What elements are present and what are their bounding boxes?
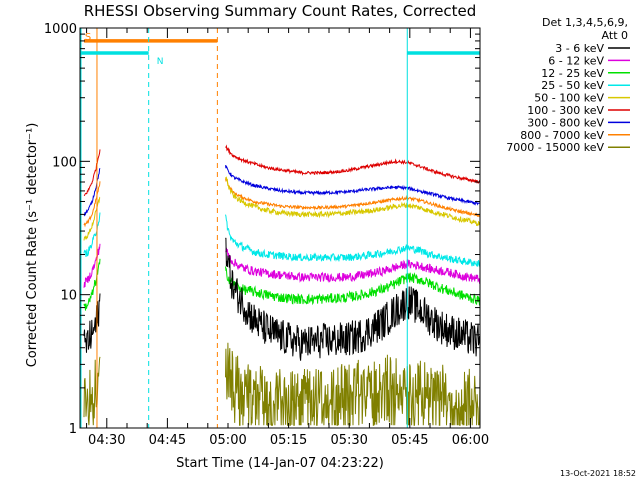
series-line-9-seg-1 — [83, 356, 101, 426]
x-tick-label: 06:00 — [452, 433, 489, 448]
x-axis-label: Start Time (14-Jan-07 04:23:22) — [176, 456, 384, 471]
series-line-5-seg-1 — [83, 196, 101, 241]
legend-label-4: 25 - 50 keV — [541, 79, 604, 92]
x-tick-label: 04:45 — [149, 433, 186, 448]
plot-area: SN — [80, 28, 480, 428]
timestamp: 13-Oct-2021 18:52 — [560, 469, 636, 478]
series-line-5-seg-2 — [225, 176, 480, 227]
plot-frame — [79, 27, 481, 429]
series-line-9-seg-2 — [225, 342, 480, 426]
legend-label-9: 7000 - 15000 keV — [506, 141, 604, 154]
series-line-1-seg-2 — [225, 237, 480, 361]
legend-label-2: 6 - 12 keV — [548, 54, 604, 67]
axes: 1 10 100 1000 04:30 04:45 05:00 05:15 05:30 05:45… — [44, 22, 489, 448]
legend-label-3: 12 - 25 keV — [541, 67, 604, 80]
series-line-6-seg-2 — [225, 144, 480, 184]
series-line-4-seg-2 — [225, 214, 480, 268]
legend-label-6: 100 - 300 keV — [527, 104, 604, 117]
x-tick-label: 05:15 — [270, 433, 307, 448]
legend-header-line-1: Det 1,3,4,5,6,9, — [542, 16, 628, 29]
legend-label-5: 50 - 100 keV — [534, 92, 604, 105]
legend-label-7: 300 - 800 keV — [527, 116, 604, 129]
series-line-6-seg-1 — [83, 149, 101, 197]
x-tick-label: 04:30 — [88, 433, 125, 448]
y-tick-label: 100 — [52, 155, 77, 170]
x-tick-label: 05:45 — [391, 433, 428, 448]
night-flag-label: N — [157, 57, 164, 67]
y-tick-label: 1 — [69, 422, 77, 437]
y-axis-label: Corrected Count Rate (s⁻¹ detector⁻¹) — [25, 123, 40, 368]
series-line-8-seg-2 — [225, 178, 480, 218]
chart-title: RHESSI Observing Summary Count Rates, Co… — [84, 2, 477, 20]
legend-header-line-2: Att 0 — [602, 29, 628, 42]
x-tick-label: 05:30 — [330, 433, 367, 448]
series-line-2-seg-2 — [225, 247, 480, 284]
y-tick-label: 1000 — [44, 22, 77, 37]
series-line-1-seg-1 — [83, 293, 101, 353]
saa-flag-label: S — [85, 32, 91, 43]
series-line-7-seg-2 — [225, 165, 480, 206]
legend-label-8: 800 - 7000 keV — [520, 129, 604, 142]
legend-label-1: 3 - 6 keV — [555, 42, 604, 55]
x-tick-label: 05:00 — [209, 433, 246, 448]
series-line-3-seg-2 — [225, 266, 480, 306]
y-tick-label: 10 — [60, 289, 77, 304]
